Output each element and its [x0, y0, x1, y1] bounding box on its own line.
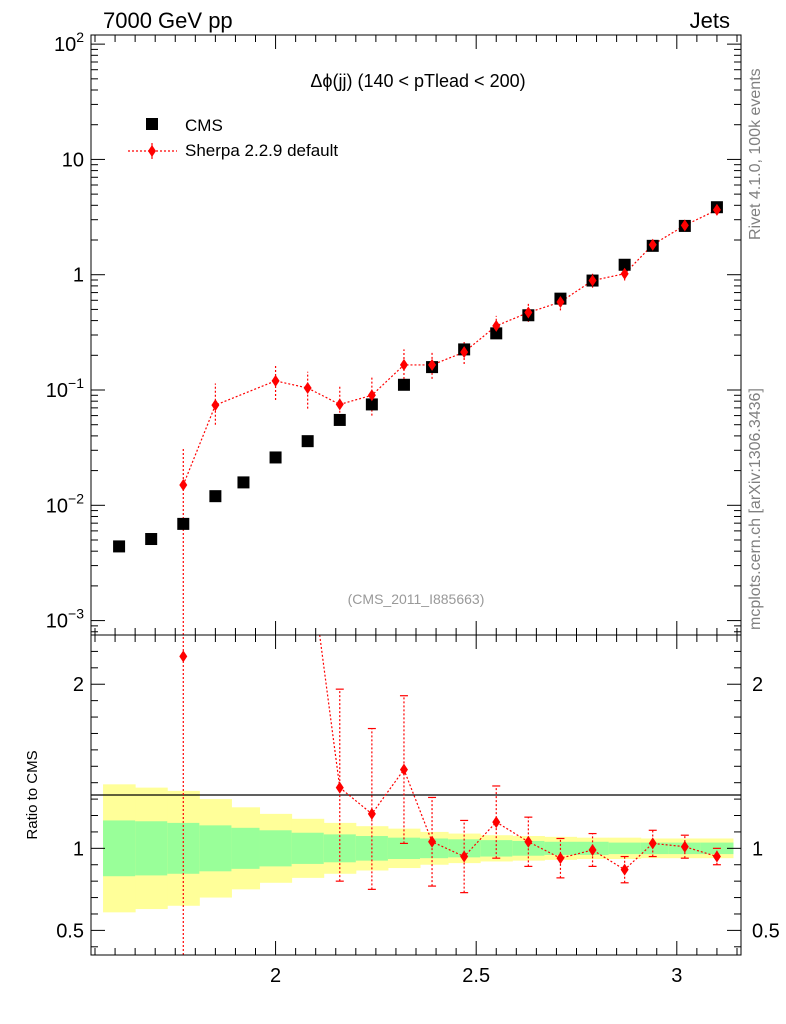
legend-marker-cms	[146, 118, 158, 130]
sherpa-point	[428, 358, 437, 371]
sherpa-point	[524, 306, 533, 319]
sherpa-point	[556, 295, 565, 308]
sherpa-point	[620, 267, 629, 280]
legend-label-sherpa: Sherpa 2.2.9 default	[185, 141, 338, 160]
y-tick-label: 10−3	[46, 606, 84, 633]
ratio-y-tick-label-left: 2	[73, 674, 84, 696]
y-tick-label: 10	[62, 149, 84, 171]
rivet-label: Rivet 4.1.0, 100k events	[747, 68, 764, 240]
sherpa-point	[712, 203, 721, 216]
x-tick-label: 3	[671, 965, 682, 987]
legend-label-cms: CMS	[185, 116, 223, 135]
y-tick-exponent: −1	[68, 375, 84, 391]
ratio-plot-area	[179, 634, 721, 955]
ratio-point	[399, 763, 408, 776]
y-tick-label: 1	[73, 265, 84, 287]
watermark: (CMS_2011_I885663)	[348, 591, 485, 607]
x-tick-label: 2	[270, 965, 281, 987]
cms-point	[397, 378, 410, 391]
band-inner	[640, 842, 670, 855]
ratio-point	[367, 807, 376, 820]
sherpa-point	[367, 389, 376, 402]
sherpa-point	[211, 399, 220, 412]
ratio-point	[428, 835, 437, 848]
y-tick-exponent: 2	[76, 29, 84, 45]
ratio-point	[524, 835, 533, 848]
cms-point	[145, 533, 158, 546]
y-tick-exponent: −2	[68, 490, 84, 506]
header-left: 7000 GeV pp	[103, 8, 233, 33]
sherpa-point	[179, 479, 188, 491]
ratio-point	[460, 850, 469, 863]
ratio-ylabel: Ratio to CMS	[24, 750, 41, 839]
ratio-y-tick-label-right: 1	[752, 838, 763, 860]
ratio-point	[335, 781, 344, 794]
band-inner	[291, 832, 325, 864]
cms-point	[209, 490, 222, 503]
ratio-frame	[90, 634, 742, 956]
header-right: Jets	[690, 8, 730, 33]
sherpa-point	[588, 274, 597, 287]
y-tick-label: 10−1	[46, 375, 84, 402]
ratio-point	[620, 863, 629, 876]
ratio-point	[588, 843, 597, 856]
x-tick-label: 2.5	[462, 965, 490, 987]
band-inner	[135, 821, 168, 876]
sherpa-point	[271, 374, 280, 387]
y-tick-label: 102	[54, 29, 84, 56]
sherpa-line	[182, 209, 718, 486]
ratio-point	[648, 837, 657, 850]
sherpa-point	[460, 346, 469, 359]
band-inner	[231, 827, 261, 869]
y-tick-label: 10−2	[46, 490, 84, 517]
ratio-panel: 0.5 0.5 1 1 2 2 2 2.5 3 Ratio to CMS	[24, 634, 780, 987]
ratio-point	[179, 650, 188, 663]
band-inner	[259, 830, 293, 867]
band-inner	[387, 837, 421, 859]
sherpa-point	[303, 382, 312, 395]
ratio-offscale-line	[319, 634, 341, 788]
cms-point	[490, 327, 503, 340]
ratio-point	[712, 850, 721, 863]
band-inner	[512, 840, 545, 856]
band-inner	[608, 842, 642, 855]
cms-point	[333, 413, 346, 426]
legend: CMS Sherpa 2.2.9 default	[128, 116, 338, 160]
sherpa-point	[492, 319, 501, 332]
mcplots-label: mcplots.cern.ch [arXiv:1306.3436]	[747, 388, 764, 630]
sherpa-point	[335, 398, 344, 411]
ratio-axes: 0.5 0.5 1 1 2 2 2 2.5 3	[56, 635, 780, 987]
main-title: Δϕ(jj) (140 < pTlead < 200)	[310, 71, 525, 91]
sherpa-point	[680, 219, 689, 232]
ratio-point	[556, 852, 565, 865]
band-inner	[420, 838, 449, 859]
cms-point	[365, 398, 378, 411]
sherpa-point	[399, 358, 408, 371]
ratio-y-tick-label-left: 1	[73, 838, 84, 860]
ratio-y-tick-label-right: 0.5	[752, 920, 780, 942]
cms-point	[301, 435, 314, 448]
band-inner	[199, 825, 232, 872]
ratio-uncertainty-band	[103, 784, 734, 913]
ratio-point	[492, 816, 501, 829]
main-panel: 10−3 10−2 10−1 1 10 102 Δϕ(jj) (140 < pTlead …	[46, 29, 742, 636]
cms-point	[237, 476, 250, 489]
cms-point	[618, 258, 631, 271]
cms-point	[269, 451, 282, 464]
legend-marker-sherpa	[148, 145, 156, 157]
band-inner	[103, 820, 136, 877]
sherpa-point	[648, 238, 657, 251]
ratio-point	[680, 840, 689, 853]
ratio-y-tick-label-left: 0.5	[56, 920, 84, 942]
main-plot-area	[113, 201, 723, 635]
y-tick-exponent: −3	[68, 606, 84, 622]
cms-point	[113, 540, 126, 553]
cms-point	[177, 517, 190, 530]
ratio-y-tick-label-right: 2	[752, 674, 763, 696]
